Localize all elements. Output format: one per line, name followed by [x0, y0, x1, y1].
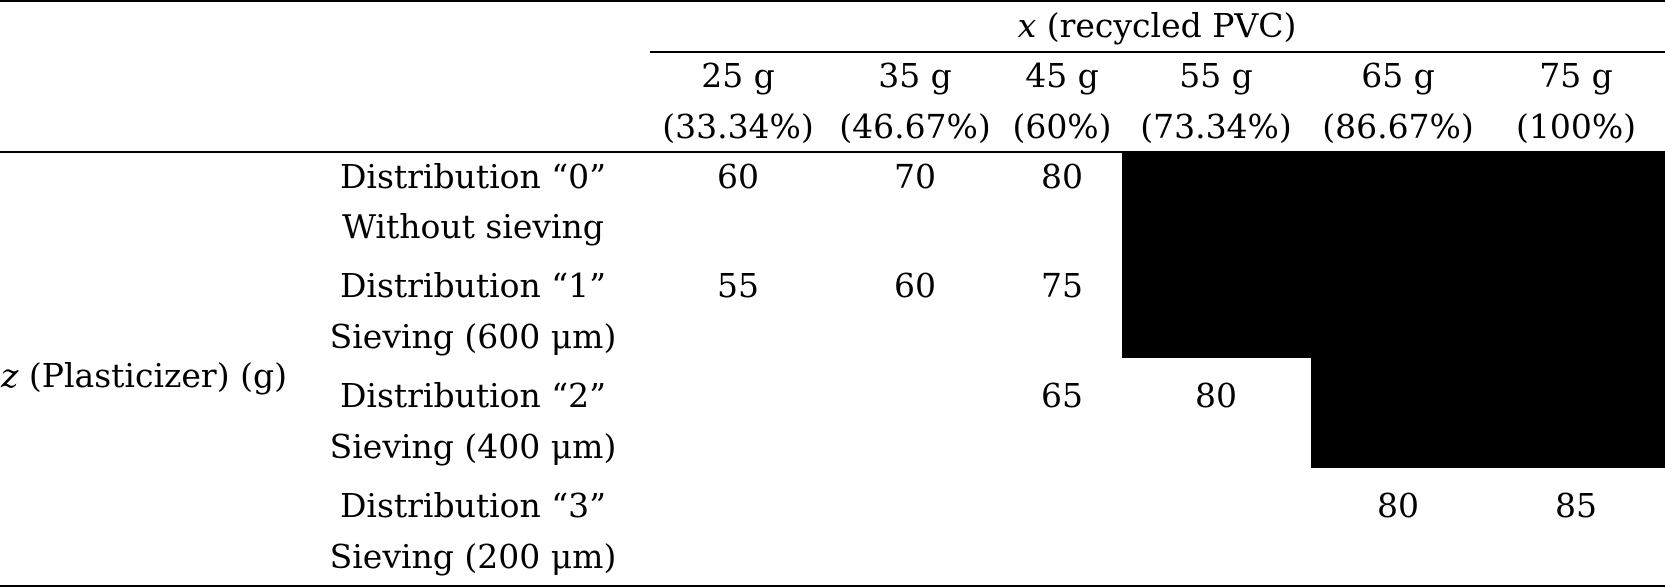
column-header-mass: 45 g — [1025, 56, 1099, 95]
column-header-percent: (73.34%) — [1140, 107, 1292, 146]
column-header-percent: (86.67%) — [1322, 107, 1474, 146]
column-header-percent: (33.34%) — [662, 107, 814, 146]
row-distribution-label: Distribution “0” — [339, 157, 607, 196]
row-group-symbol: z — [1, 356, 19, 395]
shaded-region-lower — [1311, 356, 1665, 468]
column-header-mass: 55 g — [1179, 56, 1253, 95]
shaded-region-upper — [1122, 152, 1665, 358]
column-header-mass: 65 g — [1361, 56, 1435, 95]
row-sieving-label: Sieving (400 μm) — [329, 427, 617, 466]
table-cell: 80 — [1377, 486, 1419, 525]
table-cell: 65 — [1041, 376, 1083, 415]
row-distribution-label: Distribution “3” — [339, 486, 607, 525]
row-group-label: (Plasticizer) (g) — [18, 356, 287, 395]
table-cell: 60 — [894, 266, 936, 305]
table-cell: 55 — [717, 266, 759, 305]
table-cell: 85 — [1555, 486, 1597, 525]
column-group-label: (recycled PVC) — [1036, 6, 1297, 45]
column-header-mass: 25 g — [701, 56, 775, 95]
bottom-rule — [0, 585, 1665, 587]
header-bottom-rule — [0, 151, 1665, 153]
row-sieving-label: Sieving (600 μm) — [329, 317, 617, 356]
table-cell: 80 — [1041, 157, 1083, 196]
column-group-header: x (recycled PVC) — [1018, 9, 1297, 42]
table-cell: 60 — [717, 157, 759, 196]
row-group-header: z (Plasticizer) (g) — [1, 359, 287, 392]
column-group-symbol: x — [1017, 6, 1037, 45]
column-header-percent: (46.67%) — [839, 107, 991, 146]
row-distribution-label: Distribution “1” — [339, 266, 607, 305]
row-sieving-label: Without sieving — [342, 207, 604, 246]
column-header-percent: (60%) — [1012, 107, 1112, 146]
table-cell: 80 — [1195, 376, 1237, 415]
top-rule — [0, 0, 1665, 2]
row-distribution-label: Distribution “2” — [339, 376, 607, 415]
table-cell: 75 — [1041, 266, 1083, 305]
column-group-rule — [650, 51, 1665, 53]
column-header-mass: 35 g — [878, 56, 952, 95]
table-cell: 70 — [894, 157, 936, 196]
column-header-percent: (100%) — [1515, 107, 1637, 146]
row-sieving-label: Sieving (200 μm) — [329, 537, 617, 576]
column-header-mass: 75 g — [1539, 56, 1613, 95]
